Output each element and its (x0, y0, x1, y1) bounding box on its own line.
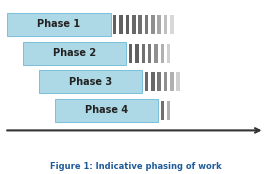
Bar (160, 44, 164, 63)
Bar (39, 70, 142, 93)
Bar (148, 44, 152, 63)
Bar (119, 15, 123, 34)
Bar (177, 72, 180, 91)
Bar (145, 15, 148, 34)
Text: Phase 2: Phase 2 (53, 48, 97, 58)
Bar (138, 15, 142, 34)
Bar (170, 15, 174, 34)
Bar (160, 101, 164, 120)
Bar (129, 44, 132, 63)
Bar (164, 15, 167, 34)
Bar (141, 44, 145, 63)
Bar (126, 15, 129, 34)
Text: Phase 3: Phase 3 (69, 77, 112, 87)
Bar (170, 72, 174, 91)
Text: Phase 4: Phase 4 (85, 105, 128, 116)
Bar (164, 72, 167, 91)
Bar (154, 44, 158, 63)
Text: Phase 1: Phase 1 (38, 19, 81, 29)
Bar (23, 42, 126, 65)
Text: Figure 1: Indicative phasing of work: Figure 1: Indicative phasing of work (50, 161, 222, 171)
Bar (157, 72, 161, 91)
Bar (151, 72, 154, 91)
Bar (113, 15, 116, 34)
Bar (167, 101, 171, 120)
Bar (157, 15, 161, 34)
Bar (135, 44, 139, 63)
Bar (55, 99, 158, 122)
Bar (151, 15, 154, 34)
Bar (167, 44, 171, 63)
Bar (145, 72, 148, 91)
Bar (132, 15, 135, 34)
Bar (7, 13, 111, 36)
